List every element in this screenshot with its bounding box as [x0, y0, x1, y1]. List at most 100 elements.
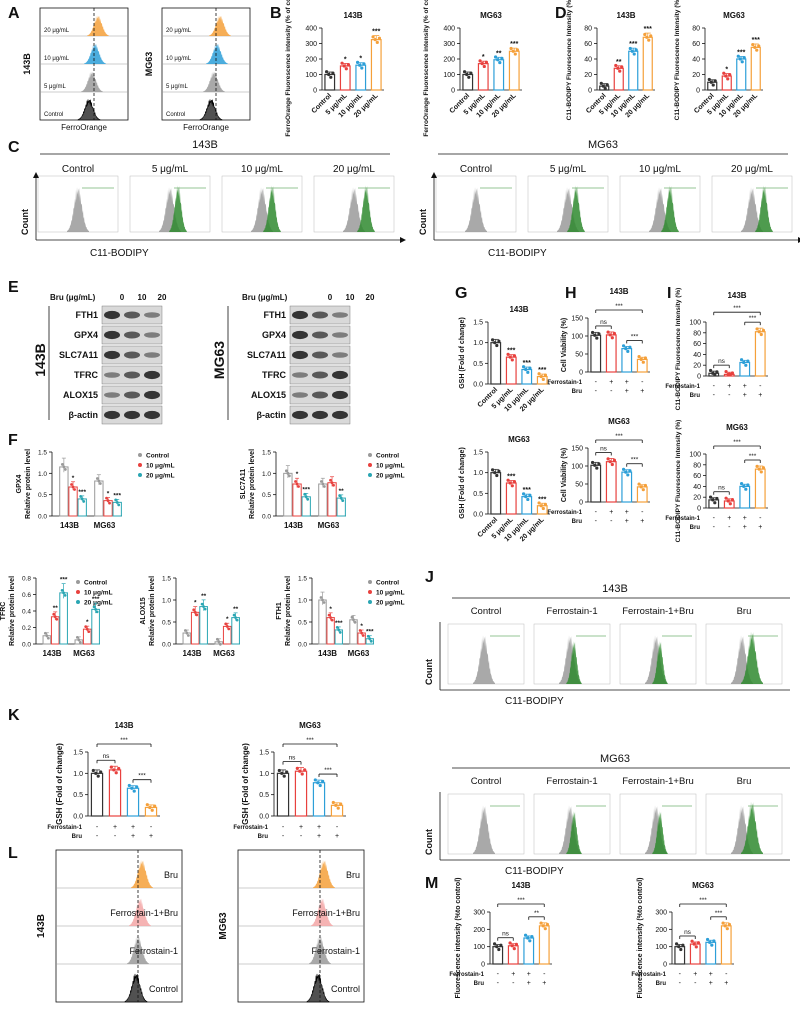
panel-m-chart-1-point — [696, 941, 701, 945]
panel-f-point — [338, 631, 342, 634]
panel-i-0-treat-sign: + — [743, 392, 747, 399]
panel-d-chart-1-point — [707, 77, 711, 82]
panel-b-chart-0-point — [377, 36, 382, 40]
panel-m-chart-1-point — [692, 942, 696, 946]
panel-h-chart-0-point — [621, 344, 626, 348]
panel-g-chart-1-y-tick-label: 1.0 — [473, 470, 483, 477]
panel-f-sig: * — [72, 475, 75, 482]
panel-g-chart-0-point — [521, 365, 526, 369]
panel-label-k: K — [8, 707, 20, 724]
panel-k-chart-0-point — [148, 805, 152, 810]
panel-k-0-treat-sign: - — [96, 833, 99, 840]
panel-d-chart-0-sig: *** — [629, 41, 637, 48]
panel-f-group-label: MG63 — [73, 649, 95, 658]
panel-f-bar — [292, 483, 302, 517]
panel-b-chart-0-point — [344, 67, 348, 71]
panel-i-chart-1-bracket-label: ns — [718, 485, 726, 492]
panel-c-y-label: Count — [20, 209, 30, 235]
panel-a-histogram — [77, 99, 101, 121]
panel-k-1-treat-sign: + — [299, 824, 303, 831]
panel-l-histogram — [309, 935, 331, 964]
panel-e-band — [104, 350, 120, 360]
panel-d-chart-1-point — [709, 80, 713, 84]
panel-c-group-title: MG63 — [588, 139, 618, 151]
panel-f-point — [284, 469, 288, 473]
panel-i-1-treat-sign: - — [713, 524, 716, 531]
panel-f-point — [95, 477, 99, 480]
panel-k-chart-1-bar-0 — [276, 772, 290, 817]
panel-k-chart-0-y-tick-label: 1.5 — [73, 750, 83, 757]
panel-g-chart-0-point — [495, 343, 499, 348]
panel-j-histogram-green — [741, 631, 763, 684]
panel-e-band — [292, 330, 308, 340]
panel-g-chart-1-sig: *** — [538, 496, 546, 503]
panel-e-band — [312, 331, 328, 339]
panel-h-y-label: Cell Viability (%) — [561, 448, 568, 502]
panel-d-chart-0-point — [634, 48, 638, 52]
panel-k-0-treat-label: Bru — [72, 834, 83, 840]
panel-i-chart-0-point — [715, 370, 719, 374]
panel-f-legend-label: 20 μg/mL — [376, 600, 405, 607]
panel-e-band — [332, 352, 348, 358]
panel-a-row-label: 5 μg/mL — [44, 84, 66, 90]
panel-m-chart-1-bar-3 — [720, 925, 732, 965]
panel-m-chart-1-point — [681, 943, 685, 947]
panel-m-chart-0-point — [530, 935, 534, 939]
panel-h-0-treat-label: Bru — [572, 389, 583, 395]
panel-i-chart-0-point — [724, 369, 728, 374]
panel-f-y-tick-label: 1.5 — [262, 450, 271, 457]
panel-j-condition-label: Ferrostain-1 — [546, 606, 597, 617]
panel-k-chart-1-point — [285, 770, 289, 774]
panel-j-condition-label: Bru — [737, 606, 752, 617]
panel-m-chart-1-y-tick-label: 0 — [663, 962, 667, 969]
panel-f-point — [115, 500, 119, 504]
panel-k-chart-1-point — [282, 774, 286, 778]
panel-f-group-label: 143B — [318, 649, 337, 658]
panel-h-chart-0-point — [641, 360, 645, 364]
panel-k-chart-0-point — [109, 765, 113, 769]
panel-k-chart-0-bar-2 — [126, 787, 140, 817]
panel-f-point — [350, 615, 354, 619]
panel-j-y-label: Count — [424, 659, 434, 685]
panel-label-i: I — [667, 285, 671, 302]
panel-f-point — [78, 640, 82, 644]
panel-b-chart-0-point — [360, 66, 364, 70]
panel-f-point — [87, 630, 91, 634]
panel-e-protein-label: β-actin — [257, 410, 287, 420]
panel-c-condition-label: 20 μg/mL — [333, 164, 375, 175]
panel-d-chart-0-y-tick-label: 80 — [584, 26, 592, 33]
panel-c-condition-label: 20 μg/mL — [731, 164, 773, 175]
panel-b-chart-0-y-tick-label: 400 — [305, 26, 317, 33]
panel-l-row-label: Ferrostain-1+Bru — [292, 908, 360, 918]
panel-d-chart-1-title: MG63 — [723, 11, 745, 20]
panel-i-chart-0-point — [739, 358, 744, 362]
panel-a-histogram — [199, 99, 223, 121]
panel-e-band — [292, 350, 308, 360]
panel-a-cell-label: 143B — [22, 53, 32, 75]
panel-k-chart-0-title: 143B — [114, 721, 133, 730]
panel-f-point — [186, 634, 190, 637]
panel-m-0-treat-label: Ferrostain-1 — [449, 972, 484, 978]
panel-m-chart-0-point — [528, 939, 532, 943]
panel-i-chart-1-bracket-label: *** — [733, 439, 741, 446]
panel-f-legend-label: 20 μg/mL — [84, 600, 113, 607]
panel-g-chart-0-y-tick-label: 0.0 — [473, 382, 483, 389]
panel-h-1-treat-sign: - — [595, 518, 598, 525]
panel-f-y-label: Relative protein level — [25, 449, 32, 519]
panel-e-header: Bru (μg/mL) — [50, 293, 96, 302]
panel-h-0-treat-sign: + — [625, 388, 629, 395]
panel-m-chart-1-bracket-label: *** — [699, 897, 707, 904]
panel-h-chart-1-point — [597, 462, 601, 466]
panel-f-y-tick-label: 0.0 — [162, 642, 171, 649]
panel-i-chart-0-y-tick-label: 60 — [693, 341, 701, 348]
panel-b-chart-1-y-tick-label: 200 — [443, 57, 455, 64]
panel-h-chart-1-bracket-label: ns — [600, 445, 608, 452]
panel-m-chart-1-y-tick-label: 200 — [655, 927, 667, 934]
panel-k-1-treat-sign: - — [282, 833, 285, 840]
panel-h-0-treat-sign: + — [625, 379, 629, 386]
panel-g-chart-1-sig: *** — [523, 487, 531, 494]
panel-m-chart-1-point — [705, 937, 710, 942]
panel-f-y-tick-label: 0.0 — [298, 642, 307, 649]
panel-c-histogram-green — [263, 185, 281, 232]
